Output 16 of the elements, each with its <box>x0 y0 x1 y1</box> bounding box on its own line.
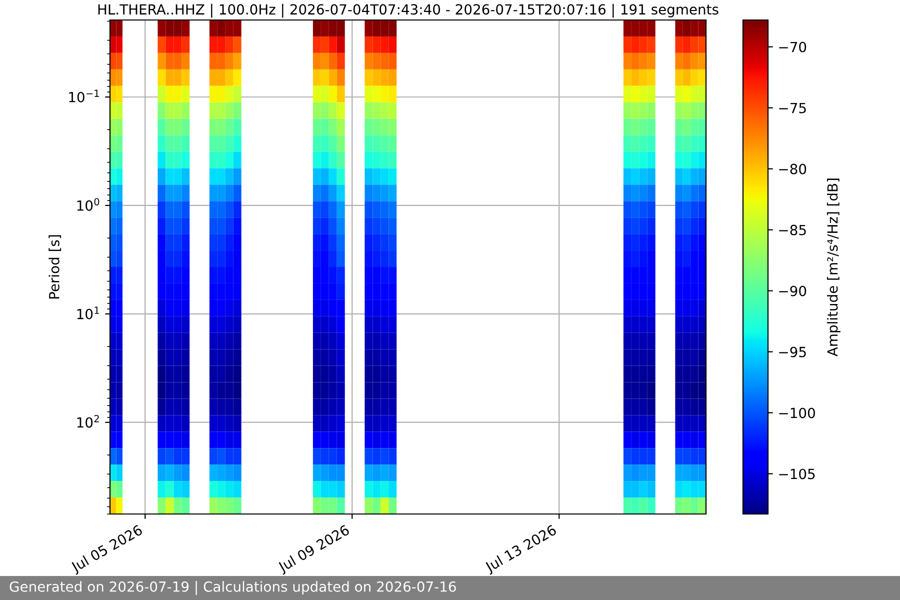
text: Generated on 2026-07-19 | Calculations updated on 2026-07-16 <box>10 581 456 595</box>
color-bar-label: −100 <box>779 408 815 418</box>
color-bar-label: −95 <box>779 346 806 358</box>
y-tick-label: 10$^{−1}$ <box>69 90 99 102</box>
y-axis-title: Period [s] <box>48 235 62 299</box>
color-bar-label: −80 <box>779 164 806 174</box>
y-tick-label: 10$^{0}$ <box>77 198 100 211</box>
color-bar-label: −85 <box>779 224 806 236</box>
color-bar-label: −75 <box>779 102 806 114</box>
y-tick-label: 10$^{1}$ <box>77 306 99 320</box>
color-bar-label: −105 <box>779 468 815 480</box>
color-bar-title: Amplitude [m²/s⁴/Hz] [dB] <box>826 178 840 356</box>
color-bar-label: −70 <box>779 42 806 52</box>
chart-title: HL.THERA..HHZ | 100.0Hz | 2026-07-04T07:43:40 - 2026-07-15T20:07:16 | 191 segments <box>98 4 718 18</box>
color-bar-label: −90 <box>779 286 806 296</box>
y-tick-label: 10$^{2}$ <box>77 414 99 428</box>
